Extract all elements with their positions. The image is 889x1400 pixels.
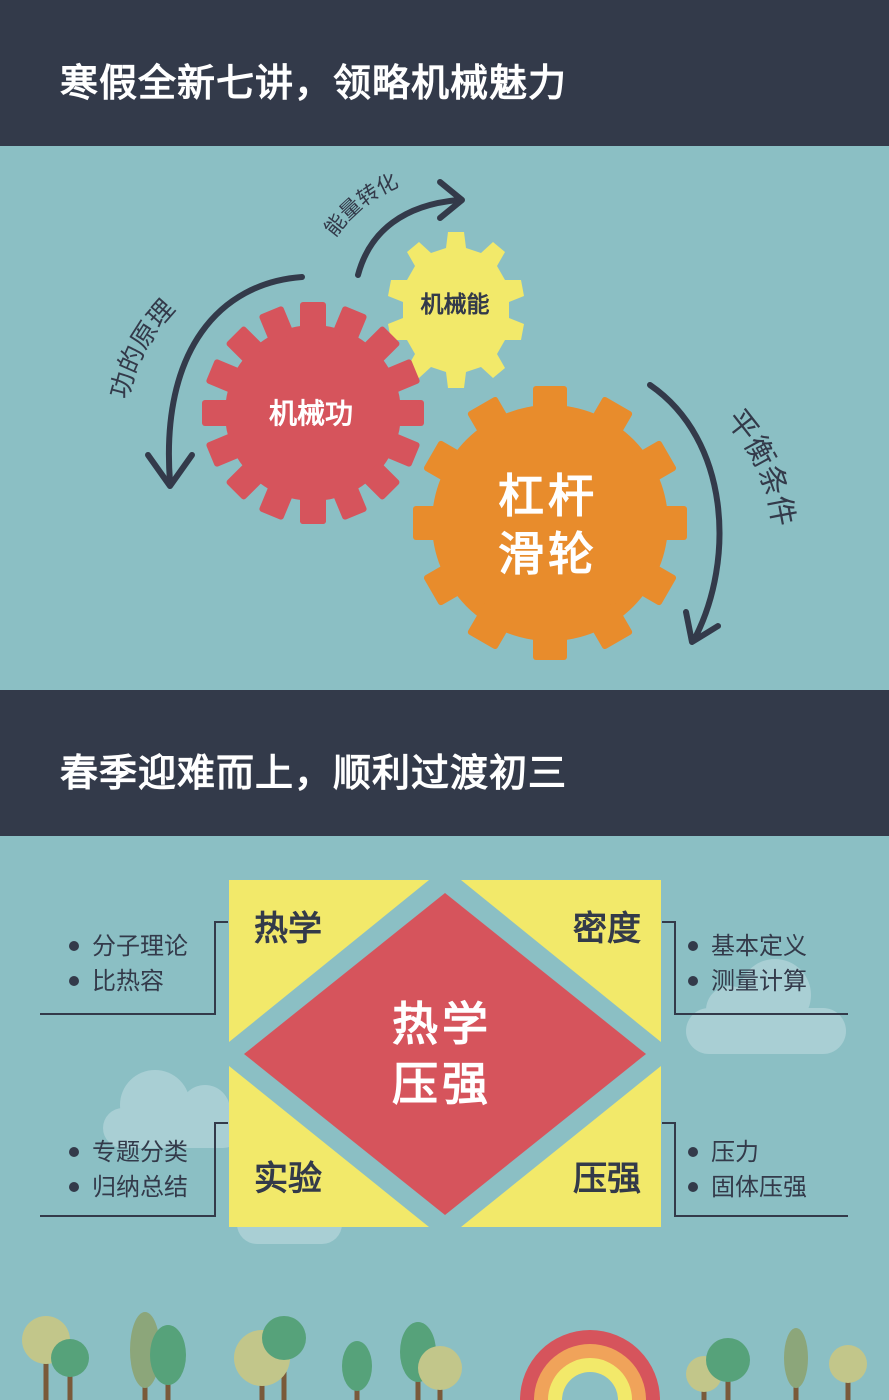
bullet-top-right-2: 测量计算 <box>711 967 807 995</box>
quadrant-label-bottom-right: 压强 <box>573 1159 641 1199</box>
center-label-line1: 热学 <box>392 997 492 1051</box>
gear-orange-line2: 滑轮 <box>498 527 598 581</box>
gear-yellow-shape <box>388 232 524 388</box>
arrow-right-label-wrap: 平衡条件 <box>719 403 801 529</box>
center-diamond <box>244 893 646 1215</box>
bullet-top-left-2: 比热容 <box>92 967 164 995</box>
quadrant-label-top-right: 密度 <box>573 909 641 949</box>
quadrant-bottom-left <box>229 1066 429 1227</box>
bullet-bottom-left-1: 专题分类 <box>92 1138 188 1166</box>
bullet-bottom-right-2: 固体压强 <box>711 1173 807 1201</box>
quadrant-bottom-right <box>461 1066 661 1227</box>
quadrant-top-left <box>229 880 429 1042</box>
bracket-lines <box>40 921 848 1217</box>
gear-red-label: 机械功 <box>269 397 353 430</box>
gear-mechanical-energy: 机械能 <box>388 232 524 388</box>
arrow-right <box>647 382 723 645</box>
banner-spring: 春季迎难而上，顺利过渡初三 <box>0 690 889 836</box>
gear-orange-body <box>432 405 668 641</box>
bullet-top-right-1: 基本定义 <box>711 932 807 960</box>
banner-winter-title: 寒假全新七讲，领略机械魅力 <box>60 61 568 105</box>
gear-red-teeth <box>202 302 424 524</box>
bullets-top-left <box>69 941 79 986</box>
trees-decoration <box>22 1312 867 1400</box>
bullet-top-left-1: 分子理论 <box>92 932 188 960</box>
quadrant-label-top-left: 热学 <box>254 909 322 949</box>
center-label-line2: 压强 <box>392 1057 492 1111</box>
bullets-bottom-left <box>69 1147 79 1192</box>
gear-orange-teeth <box>413 386 687 660</box>
banner-spring-title: 春季迎难而上，顺利过渡初三 <box>60 751 568 795</box>
bullet-bottom-right-1: 压力 <box>711 1138 759 1166</box>
quadrant-top-right <box>461 880 661 1042</box>
arrow-left-label-wrap: 功的原理 <box>105 294 181 402</box>
arrow-left <box>145 274 305 489</box>
rainbow-decoration <box>520 1330 660 1400</box>
arrow-right-label: 平衡条件 <box>719 403 801 529</box>
bullets-top-right <box>688 941 698 986</box>
gear-yellow-label: 机械能 <box>421 291 490 318</box>
gear-mechanical-work: 机械功 <box>202 302 424 524</box>
arrow-top <box>355 179 465 278</box>
arrow-top-label: 能量转化 <box>320 169 402 241</box>
quadrant-label-bottom-left: 实验 <box>254 1159 322 1199</box>
gear-orange-line1: 杠杆 <box>498 469 598 523</box>
gear-lever-pulley: 杠杆 滑轮 <box>413 386 687 660</box>
arrow-left-label: 功的原理 <box>105 294 181 402</box>
gear-red-body <box>225 325 401 501</box>
arrow-top-label-wrap: 能量转化 <box>320 169 402 241</box>
banner-winter: 寒假全新七讲，领略机械魅力 <box>0 0 889 146</box>
bullet-bottom-left-2: 归纳总结 <box>92 1173 188 1201</box>
bullets-bottom-right <box>688 1147 698 1192</box>
